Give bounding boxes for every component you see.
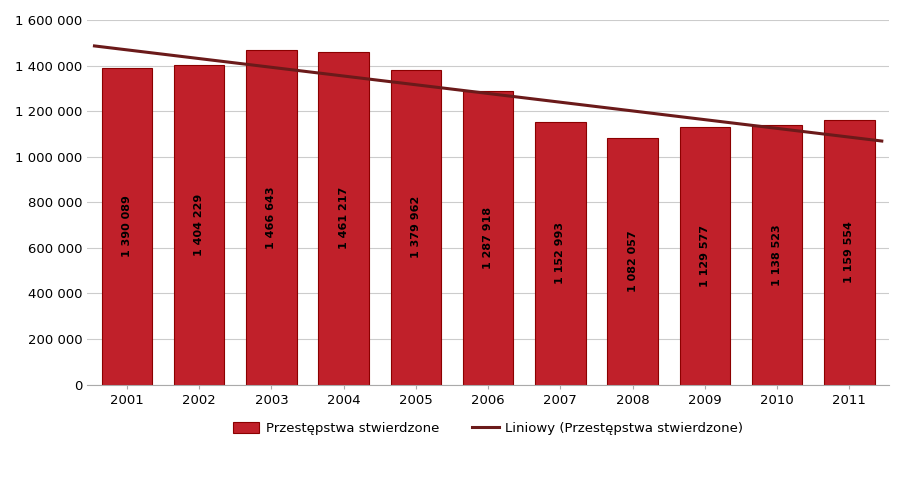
Bar — [390, 70, 441, 384]
Text: 1 466 643: 1 466 643 — [266, 186, 276, 249]
Bar — [679, 127, 730, 384]
Bar — [607, 138, 657, 384]
Text: 1 404 229: 1 404 229 — [194, 193, 204, 255]
Text: 1 390 089: 1 390 089 — [122, 195, 132, 257]
Legend: Przestępstwa stwierdzone, Liniowy (Przestępstwa stwierdzone): Przestępstwa stwierdzone, Liniowy (Przes… — [228, 416, 748, 440]
Text: 1 461 217: 1 461 217 — [339, 187, 349, 249]
Bar — [462, 91, 513, 384]
Bar — [535, 122, 585, 384]
Bar — [173, 65, 224, 384]
Text: 1 082 057: 1 082 057 — [627, 231, 637, 292]
Bar — [823, 121, 873, 384]
Bar — [318, 52, 368, 384]
Text: 1 138 523: 1 138 523 — [771, 224, 781, 286]
Text: 1 379 962: 1 379 962 — [411, 196, 421, 258]
Text: 1 159 554: 1 159 554 — [843, 222, 853, 283]
Text: 1 129 577: 1 129 577 — [699, 225, 709, 287]
Bar — [751, 125, 802, 384]
Text: 1 152 993: 1 152 993 — [554, 222, 564, 284]
Text: 1 287 918: 1 287 918 — [482, 207, 492, 269]
Bar — [101, 68, 152, 384]
Bar — [246, 50, 296, 384]
